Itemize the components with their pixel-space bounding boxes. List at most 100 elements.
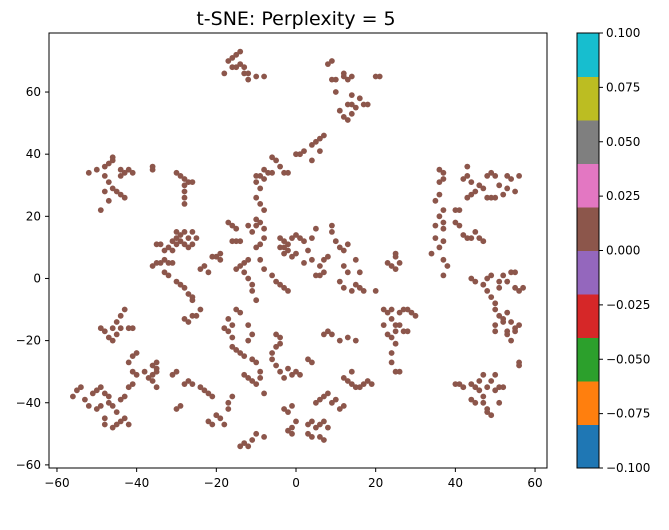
scatter-point <box>309 418 315 425</box>
scatter-point <box>285 247 291 254</box>
scatter-point <box>321 256 327 263</box>
scatter-point <box>293 151 299 158</box>
scatter-point <box>452 207 459 214</box>
scatter-point <box>496 399 503 406</box>
scatter-point <box>82 396 88 403</box>
scatter-point <box>396 309 403 316</box>
scatter-point <box>440 225 447 232</box>
scatter-point <box>484 288 491 294</box>
scatter-point <box>105 393 112 400</box>
scatter-point <box>504 278 511 285</box>
scatter-point <box>269 272 275 279</box>
scatter-point <box>109 403 116 409</box>
scatter-point <box>229 334 236 341</box>
scatter-point <box>492 300 499 307</box>
scatter-point <box>285 365 291 372</box>
scatter-point <box>253 222 260 229</box>
scatter-point <box>245 322 252 328</box>
scatter-point <box>348 368 355 375</box>
scatter-point <box>336 107 343 114</box>
scatter-point <box>209 421 216 428</box>
scatter-point <box>101 421 108 428</box>
scatter-point <box>121 415 128 422</box>
scatter-point <box>313 272 319 279</box>
scatter-point <box>225 58 232 64</box>
scatter-point <box>500 384 507 391</box>
scatter-point <box>368 381 375 387</box>
scatter-point <box>496 278 503 285</box>
scatter-point <box>173 229 180 235</box>
scatter-point <box>257 201 264 207</box>
scatter-point <box>301 238 307 245</box>
scatter-point <box>360 381 367 387</box>
scatter-point <box>440 238 447 245</box>
scatter-point <box>388 263 395 269</box>
scatter-point <box>293 250 299 257</box>
scatter-point <box>177 173 184 179</box>
scatter-point <box>105 179 112 186</box>
x-tick-label: −20 <box>204 476 229 490</box>
scatter-point <box>221 70 228 77</box>
scatter-point <box>221 421 228 428</box>
scatter-point <box>225 399 232 406</box>
scatter-point <box>249 356 256 363</box>
scatter-point <box>189 312 196 319</box>
scatter-point <box>313 424 319 431</box>
scatter-point <box>233 347 240 353</box>
scatter-point <box>253 194 260 201</box>
colorbar: 0.100 0.075 0.050 0.025 0.000 −0.025 −0.050 −0.… <box>576 26 650 475</box>
scatter-point <box>468 275 475 282</box>
scatter-point <box>476 387 483 394</box>
scatter-point <box>129 325 136 332</box>
scatter-point <box>133 350 140 356</box>
scatter-point <box>297 151 303 158</box>
scatter-point <box>440 256 447 263</box>
scatter-point <box>508 337 514 344</box>
scatter-point <box>512 328 518 335</box>
scatter-point <box>113 188 120 195</box>
scatter-point <box>185 319 192 325</box>
scatter-point <box>177 238 184 245</box>
scatter-point <box>105 160 112 167</box>
scatter-point <box>309 142 315 148</box>
scatter-point <box>516 173 522 179</box>
scatter-point <box>297 371 303 378</box>
scatter-point <box>480 371 487 378</box>
scatter-point <box>145 375 152 381</box>
scatter-point <box>356 384 363 391</box>
scatter-point <box>289 403 295 409</box>
scatter-point <box>149 371 156 378</box>
scatter-point <box>93 387 100 394</box>
colorbar-tick-label: 0.000 <box>606 244 640 258</box>
scatter-point <box>109 154 116 161</box>
scatter-point <box>344 378 351 384</box>
scatter-point <box>237 309 244 316</box>
scatter-point <box>261 207 267 214</box>
scatter-point <box>253 359 260 366</box>
y-tick-label: −20 <box>16 334 41 348</box>
scatter-point <box>432 222 439 229</box>
scatter-point <box>117 396 124 403</box>
scatter-point <box>257 173 264 179</box>
scatter-point <box>217 256 224 263</box>
scatter-point <box>173 169 180 176</box>
scatter-point <box>273 343 279 350</box>
scatter-point <box>189 241 196 248</box>
scatter-point <box>201 387 208 394</box>
scatter-point <box>396 368 403 375</box>
scatter-point <box>265 169 271 176</box>
scatter-point <box>329 331 335 338</box>
scatter-point <box>460 384 467 391</box>
scatter-point <box>277 281 283 288</box>
scatter-point <box>392 253 399 260</box>
scatter-point <box>70 393 76 400</box>
colorbar-segment <box>577 294 599 338</box>
scatter-point <box>309 256 315 263</box>
scatter-point <box>488 169 495 176</box>
scatter-point <box>309 235 315 242</box>
scatter-point <box>380 322 387 328</box>
scatter-point <box>317 263 323 269</box>
scatter-point <box>321 132 327 139</box>
scatter-point <box>217 250 224 257</box>
